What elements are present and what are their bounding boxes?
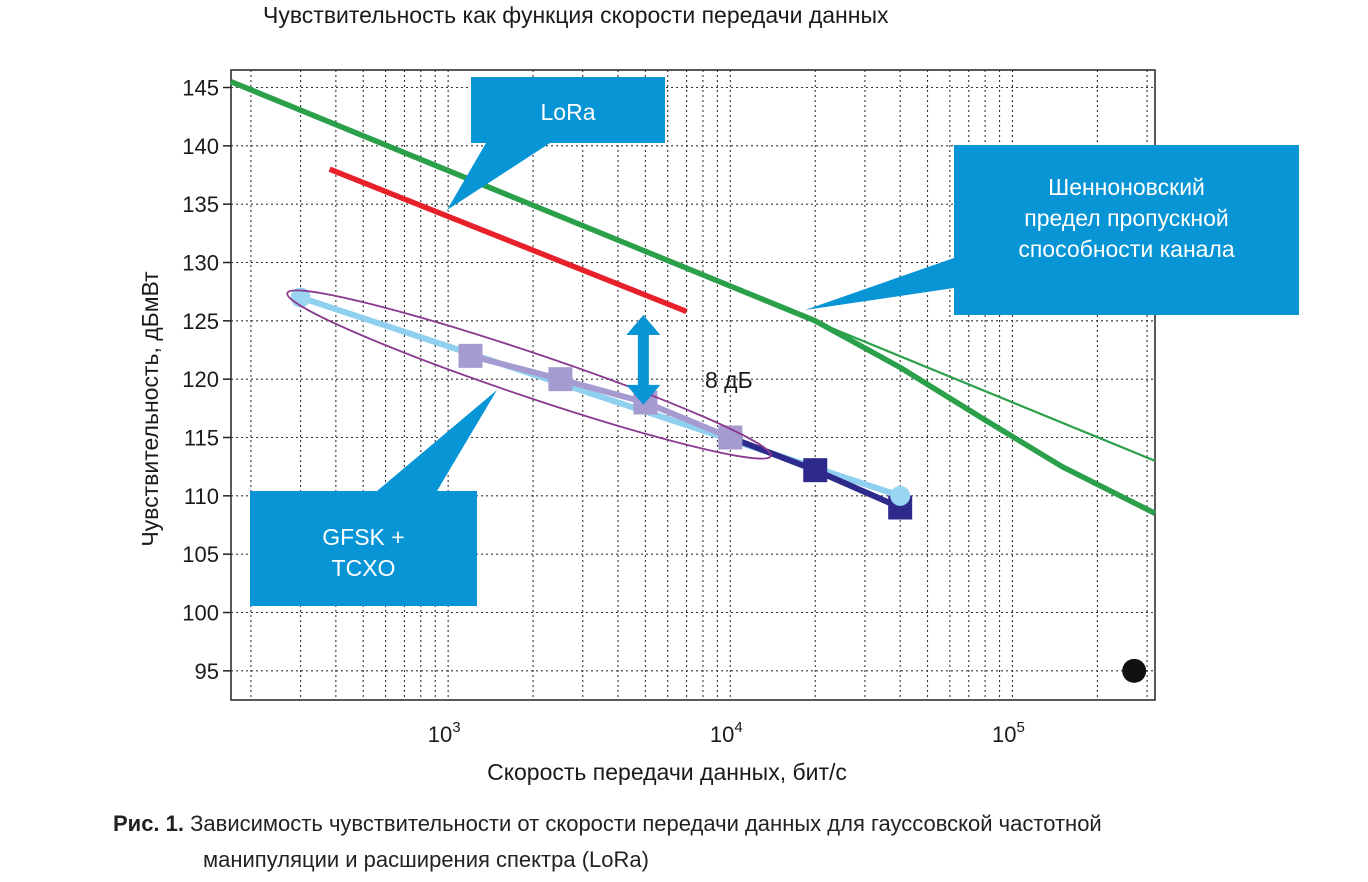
y-tick-label: 120 <box>182 367 219 392</box>
lora-callout-pointer <box>447 143 550 210</box>
y-tick-label: 140 <box>182 134 219 159</box>
lora-line <box>328 166 688 315</box>
y-tick-label: 125 <box>182 309 219 334</box>
y-tick-label: 110 <box>184 484 219 509</box>
shannon-callout-pointer <box>805 258 954 310</box>
y-tick-label: 130 <box>182 251 219 276</box>
x-tick-label: 103 <box>428 719 461 747</box>
gfsk-callout-text: GFSK + <box>322 524 404 550</box>
y-tick-label: 105 <box>182 542 219 567</box>
x-tick-label: 104 <box>710 719 743 747</box>
caption-label: Рис. 1. <box>113 811 185 836</box>
y-tick-label: 115 <box>184 426 219 451</box>
gfsk-tcxo-line-low <box>469 352 732 441</box>
db-annotation-label: 8 дБ <box>705 367 753 393</box>
shannon-asymptote-line <box>230 80 1156 462</box>
data-marker-circle <box>1122 658 1147 683</box>
y-tick-label: 145 <box>182 76 219 101</box>
y-tick-label: 100 <box>182 601 219 626</box>
db-arrow-head-up <box>626 315 661 335</box>
chart-title: Чувствительность как функция скорости пе… <box>263 2 889 28</box>
gfsk-ellipse <box>286 289 772 460</box>
y-tick-label: 135 <box>182 192 219 217</box>
y-axis-label: Чувствительность, дБмВт <box>137 271 163 547</box>
y-grid <box>231 86 1155 672</box>
caption-line1: Зависимость чувствительности от скорости… <box>190 811 1102 836</box>
gfsk-callout-box <box>250 491 477 606</box>
chart-svg: 145 140 135 130 125 120 115 110 105 100 95 103 104 10… <box>137 69 1299 785</box>
shannon-callout-text: предел пропускной <box>1024 205 1228 231</box>
db-arrow-shaft <box>637 331 649 389</box>
caption-line2: манипуляции и расширения спектра (LoRa) <box>203 847 649 872</box>
gfsk-callout-pointer <box>377 390 497 491</box>
data-marker-square <box>458 343 483 368</box>
y-tick-label: 95 <box>195 659 219 684</box>
db-arrow-head-down <box>626 384 661 405</box>
shannon-callout-text: Шенноновский <box>1048 174 1205 200</box>
figure-caption: Рис. 1. Зависимость чувствительности от … <box>113 806 1273 878</box>
x-axis-label: Скорость передачи данных, бит/с <box>487 759 847 785</box>
gfsk-callout-text: TCXO <box>332 555 396 581</box>
shannon-callout-box <box>954 145 1299 315</box>
data-marker-square <box>548 367 573 392</box>
lora-callout-box <box>471 77 665 143</box>
lora-callout-text: LoRa <box>541 99 596 125</box>
data-marker-circle <box>890 485 911 506</box>
shannon-callout-text: способности канала <box>1018 236 1235 262</box>
data-marker-square <box>803 458 828 483</box>
x-tick-label: 105 <box>992 719 1025 747</box>
plot-frame <box>230 69 1156 701</box>
